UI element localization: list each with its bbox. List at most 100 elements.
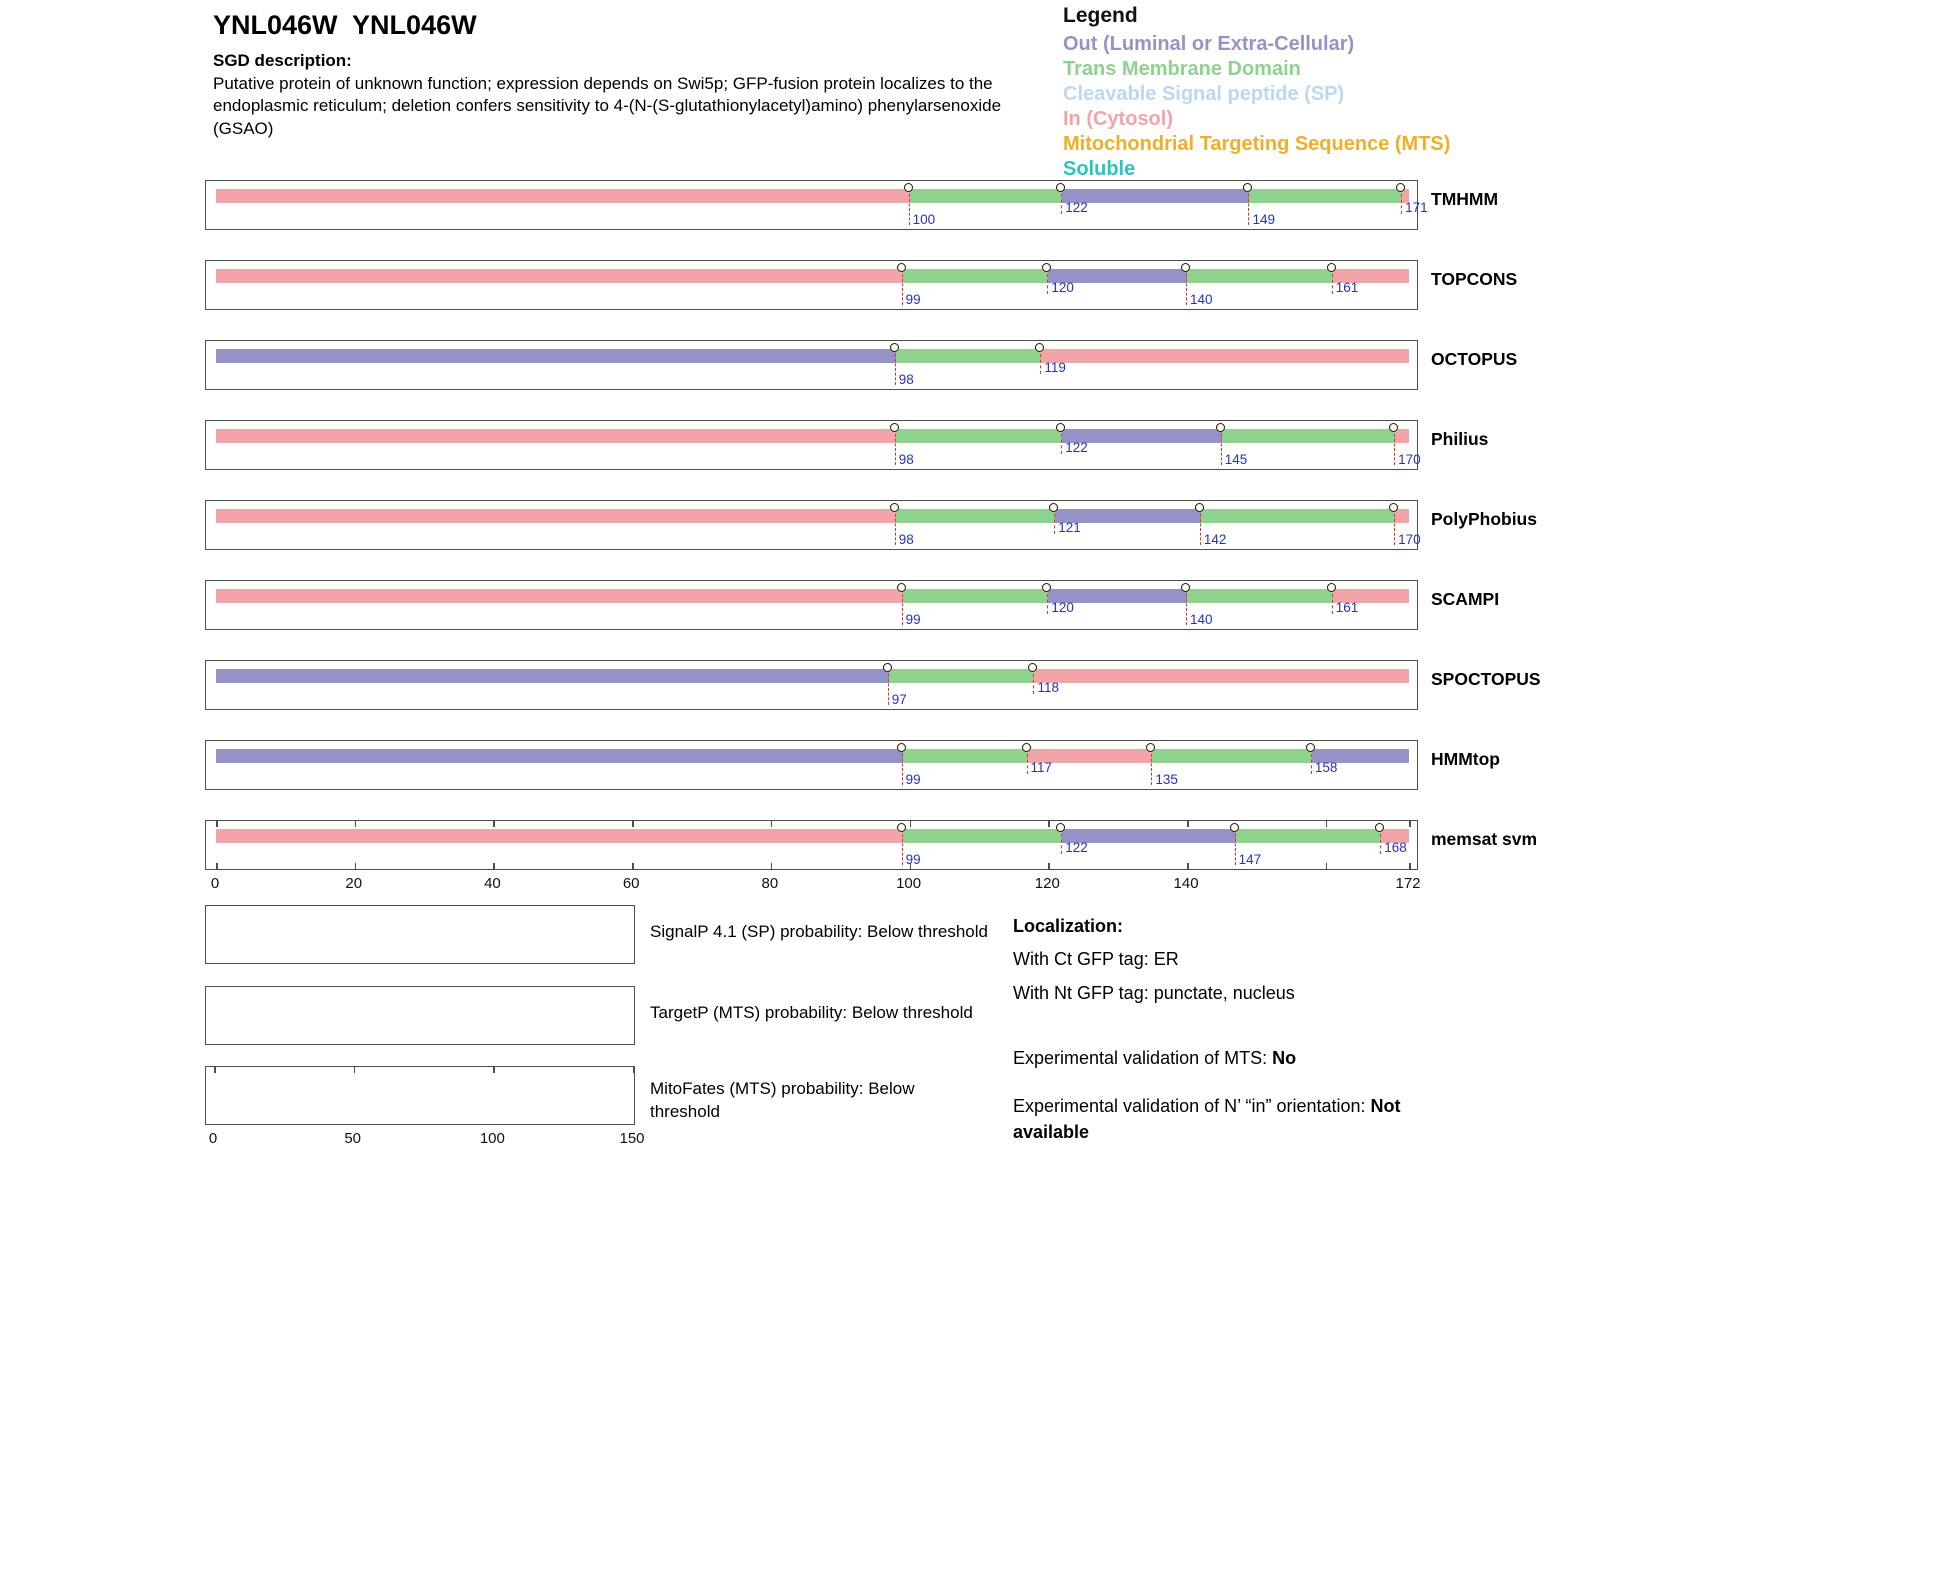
probability-plot-caption: MitoFates (MTS) probability: Below thres… [650, 1079, 915, 1121]
boundary-dashed-line [901, 754, 903, 785]
boundary-position-label: 119 [1044, 360, 1066, 375]
boundary-position-label: 171 [1405, 200, 1428, 215]
segment-out [1048, 269, 1188, 283]
boundary-position-label: 145 [1224, 452, 1248, 467]
boundary-dashed-line [908, 194, 910, 225]
boundary-dashed-line [1151, 754, 1153, 785]
boundary-position-label: 118 [1037, 680, 1059, 695]
segment-in [1027, 749, 1153, 763]
track-row-philius: 98 122 145 170 Philius [205, 420, 1805, 470]
track-row-topcons: 99 120 140 161 TOPCONS [205, 260, 1805, 310]
boundary-dashed-line [1199, 514, 1201, 545]
axis-tick [1409, 821, 1411, 827]
axis-tick [354, 821, 357, 827]
probability-axis-label: 0 [208, 1130, 218, 1147]
track-row-polyphobius: 98 121 142 170 PolyPhobius [205, 500, 1805, 550]
boundary-dashed-line [887, 674, 889, 705]
segment-tm [902, 749, 1028, 763]
segment-tm [902, 829, 1063, 843]
boundary-marker-icon [1056, 823, 1066, 832]
boundary-dashed-line [1033, 674, 1035, 694]
probability-plot-box [205, 905, 635, 964]
x-axis-label: 0 [210, 875, 220, 892]
legend-item: Out (Luminal or Extra-Cellular) [1063, 33, 1355, 55]
boundary-position-label: 100 [912, 212, 936, 227]
segment-in [216, 269, 903, 283]
axis-tick [632, 863, 634, 869]
boundary-marker-icon [896, 583, 906, 592]
boundary-dashed-line [901, 834, 903, 865]
boundary-marker-icon [1389, 423, 1399, 432]
track-plot: 99 122 147 168 [205, 820, 1418, 870]
boundary-position-label: 99 [905, 612, 921, 627]
axis-tick [1409, 863, 1411, 869]
track-label-octopus: OCTOPUS [1431, 349, 1518, 369]
boundary-dashed-line [1234, 834, 1236, 865]
probability-axis-label: 100 [479, 1130, 505, 1147]
boundary-dashed-line [1047, 274, 1049, 294]
x-axis-label: 20 [345, 875, 363, 892]
track-label-philius: Philius [1431, 429, 1489, 449]
localization-nt-line: With Nt GFP tag: punctate, nucleus [1013, 983, 1295, 1003]
boundary-position-label: 170 [1398, 452, 1421, 467]
track-label-scampi: SCAMPI [1431, 589, 1500, 609]
boundary-marker-icon [896, 743, 906, 752]
boundary-position-label: 122 [1065, 440, 1088, 455]
boundary-position-label: 161 [1335, 280, 1359, 295]
boundary-marker-icon [1056, 423, 1066, 432]
boundary-dashed-line [1047, 594, 1049, 614]
legend-item: Soluble [1063, 158, 1136, 180]
boundary-position-label: 170 [1398, 532, 1421, 547]
segment-in [1381, 829, 1409, 843]
axis-tick [633, 1067, 635, 1073]
boundary-position-label: 161 [1335, 600, 1359, 615]
boundary-marker-icon [1035, 343, 1045, 352]
boundary-dashed-line [1040, 354, 1042, 374]
axis-tick [1187, 863, 1189, 869]
boundary-position-label: 121 [1058, 520, 1081, 535]
segment-tm [902, 589, 1049, 603]
axis-tick [493, 1067, 495, 1073]
boundary-dashed-line [901, 274, 903, 305]
boundary-marker-icon [1028, 663, 1038, 672]
boundary-dashed-line [1331, 274, 1333, 294]
track-plot: 100 122 149 171 [205, 180, 1428, 230]
mts-validation-label: Experimental validation of MTS: [1013, 1048, 1268, 1068]
boundary-dashed-line [1054, 514, 1056, 534]
boundary-position-label: 158 [1314, 760, 1338, 775]
boundary-position-label: 99 [905, 852, 921, 867]
axis-tick [493, 821, 495, 827]
x-axis-label: 120 [1034, 875, 1060, 892]
boundary-dashed-line [1186, 274, 1188, 305]
legend-items: Out (Luminal or Extra-Cellular) Trans Mem… [1063, 32, 1603, 182]
segment-tm [1200, 509, 1396, 523]
track-label-tmhmm: TMHMM [1431, 189, 1499, 209]
boundary-position-label: 99 [905, 772, 921, 787]
segment-tm [895, 429, 1063, 443]
boundary-position-label: 120 [1051, 280, 1074, 295]
boundary-dashed-line [1401, 194, 1403, 214]
boundary-position-label: 140 [1190, 612, 1213, 627]
segment-in [1402, 189, 1409, 203]
header: YNL046W YNL046W SGD description: Putativ… [213, 10, 1018, 140]
track-plot: 99 120 140 161 [205, 580, 1418, 630]
track-row-octopus: 98 119 OCTOPUS [205, 340, 1805, 390]
axis-tick [353, 1067, 356, 1073]
boundary-marker-icon [1389, 503, 1399, 512]
segment-tm [1235, 829, 1382, 843]
probability-plots: SignalP 4.1 (SP) probability: Below thre… [205, 905, 1205, 1205]
segment-out [1048, 589, 1188, 603]
boundary-position-label: 98 [898, 372, 914, 387]
boundary-dashed-line [1061, 194, 1063, 214]
axis-tick [214, 1067, 216, 1073]
sgd-description-label: SGD description: [213, 51, 352, 70]
segment-out [216, 349, 896, 363]
track-plot: 98 122 145 170 [205, 420, 1421, 470]
boundary-position-label: 122 [1065, 200, 1088, 215]
probability-plot-box [205, 986, 635, 1045]
boundary-marker-icon [1326, 263, 1336, 272]
track-label-hmmtop: HMMtop [1431, 749, 1501, 769]
boundary-marker-icon [1305, 743, 1315, 752]
axis-tick [1048, 863, 1050, 869]
